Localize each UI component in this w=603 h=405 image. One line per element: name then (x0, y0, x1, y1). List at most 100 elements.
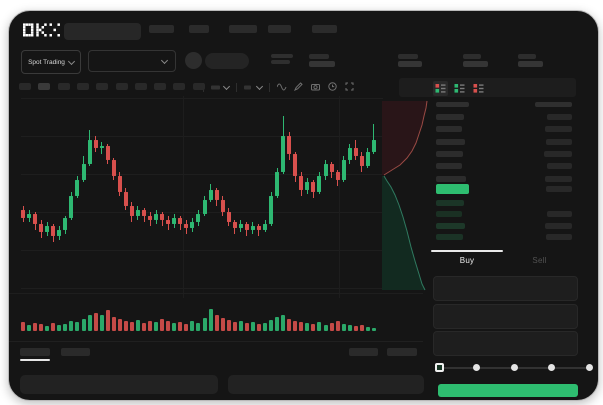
nav-item[interactable] (229, 25, 257, 33)
gridline-vertical (183, 96, 184, 298)
candle-body (129, 206, 134, 216)
bottom-tab-right[interactable] (387, 348, 417, 356)
slider-step-dot[interactable] (510, 364, 518, 371)
volume-bar (39, 324, 44, 331)
volume-bar (287, 319, 292, 331)
candle-style-dropdown-icon[interactable] (244, 82, 264, 92)
gridline-horizontal (21, 212, 383, 213)
book-asks-toggle-icon[interactable] (471, 81, 486, 96)
candle-body (27, 214, 32, 218)
line-wave-icon[interactable] (277, 82, 287, 92)
book-col-header-price (436, 102, 469, 107)
search-input[interactable] (64, 23, 141, 40)
order-form-field[interactable] (433, 303, 578, 329)
ask-row-price[interactable] (436, 138, 465, 145)
ask-row-price[interactable] (436, 114, 464, 120)
ask-row-price[interactable] (436, 150, 463, 157)
ask-row-price[interactable] (436, 163, 462, 170)
fullscreen-icon[interactable] (345, 82, 355, 92)
camera-icon[interactable] (311, 82, 321, 92)
candle-wick (373, 124, 375, 154)
candle-body (347, 148, 352, 160)
gridline-vertical (339, 96, 340, 298)
draw-pencil-icon[interactable] (294, 82, 304, 92)
volume-bar (341, 324, 346, 331)
chart-toolbar-tab[interactable] (96, 83, 109, 90)
candle-body (305, 182, 310, 190)
ticker-stat-label (463, 54, 481, 59)
interval-dropdown-icon[interactable] (211, 82, 231, 92)
candle-body (93, 140, 98, 148)
candle-body (105, 146, 110, 160)
nav-item[interactable] (312, 25, 337, 33)
tab-buy[interactable]: Buy (459, 256, 475, 265)
volume-bar (263, 323, 267, 331)
nav-item[interactable] (189, 25, 209, 33)
chevron-down-icon (67, 57, 75, 66)
volume-bar (69, 321, 74, 331)
nav-item[interactable] (149, 25, 174, 33)
volume-bar (335, 321, 340, 331)
pair-dropdown[interactable] (88, 50, 176, 72)
last-price-bar[interactable] (436, 184, 469, 194)
chart-toolbar-tab[interactable] (38, 83, 51, 90)
gridline-horizontal (21, 98, 383, 99)
volume-bar (299, 322, 304, 331)
volume-bar (256, 324, 261, 331)
ticker-stat-label (518, 54, 536, 59)
volume-bar (208, 309, 213, 331)
bid-row-price[interactable] (436, 200, 464, 206)
slider-step-dot[interactable] (585, 364, 593, 371)
candle-body (39, 224, 44, 232)
book-bids-toggle-icon[interactable] (452, 81, 467, 96)
chart-toolbar-tab[interactable] (134, 83, 147, 90)
account-pill[interactable] (205, 53, 249, 69)
candle-body (21, 210, 25, 218)
ask-row-price[interactable] (436, 175, 466, 182)
chart-toolbar-tab[interactable] (115, 83, 128, 90)
chart-toolbar-tab[interactable] (57, 83, 70, 90)
volume-bar (371, 328, 376, 331)
nav-item[interactable] (268, 25, 291, 33)
book-combined-toggle-icon[interactable] (433, 81, 448, 96)
candle-body (256, 226, 261, 230)
ask-row-amount (547, 114, 572, 120)
bottom-tab[interactable] (61, 348, 90, 356)
history-clock-icon[interactable] (328, 82, 338, 92)
volume-bar (329, 323, 334, 331)
candlestick-chart[interactable] (21, 96, 383, 298)
chart-toolbar-tab[interactable] (173, 83, 186, 90)
slider-handle[interactable] (434, 363, 444, 372)
order-form-field[interactable] (433, 276, 578, 301)
bid-row-price[interactable] (436, 222, 465, 229)
avatar[interactable] (185, 52, 202, 69)
market-type-selector[interactable]: Spot Trading (21, 50, 81, 74)
bottom-tab-right[interactable] (349, 348, 378, 356)
volume-bar (111, 317, 116, 331)
orderbook-view-toggles (433, 81, 486, 96)
chart-volume-divider (9, 293, 423, 294)
slider-step-dot[interactable] (473, 364, 480, 371)
orderbook-toolbar-band (399, 78, 576, 97)
volume-chart (21, 299, 383, 331)
order-form-field[interactable] (433, 331, 578, 356)
bid-row-price[interactable] (436, 211, 462, 218)
bottom-info-panel (228, 375, 424, 394)
chart-toolbar-tab[interactable] (154, 83, 167, 90)
chart-toolbar-tab[interactable] (192, 83, 205, 90)
chart-toolbar-tab[interactable] (76, 83, 89, 90)
candle-body (69, 196, 74, 218)
chart-toolbar-tab[interactable] (19, 83, 31, 90)
submit-buy-button[interactable] (438, 384, 578, 397)
tab-sell[interactable]: Sell (532, 256, 547, 265)
bid-row-price[interactable] (436, 234, 463, 241)
volume-bar (99, 315, 104, 331)
slider-step-dot[interactable] (548, 364, 555, 371)
ask-row-price[interactable] (436, 126, 462, 133)
candle-body (238, 224, 243, 228)
volume-bar (160, 319, 165, 331)
chevron-down-icon (222, 82, 231, 91)
volume-bar (142, 323, 146, 331)
volume-bar (178, 322, 183, 331)
bottom-tab[interactable] (20, 348, 50, 356)
